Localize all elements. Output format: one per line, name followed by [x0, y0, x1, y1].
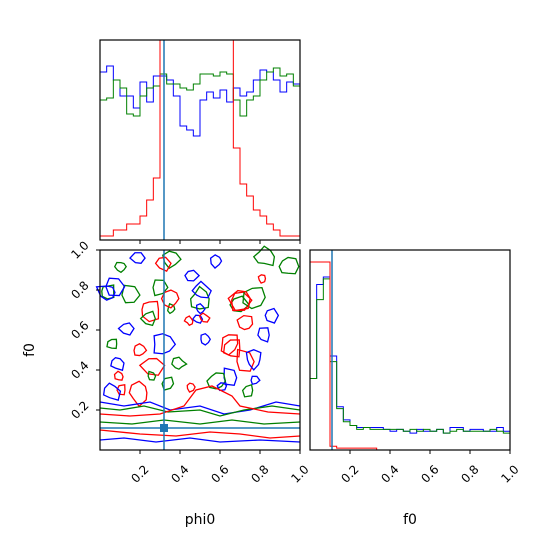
contour-shape-28	[162, 250, 182, 270]
contour-y-ticks: 0.2 0.4 0.6 0.8 1.0	[68, 238, 100, 422]
contour-shape-52	[242, 286, 266, 310]
contour-band-3	[99, 429, 301, 439]
contour-shape-22	[121, 284, 141, 304]
contour-shape-47	[160, 289, 180, 309]
contour-shape-39	[153, 333, 177, 355]
contour-shape-51	[195, 303, 206, 315]
phi0-f0-contour-panel: 0.2 0.4 0.6 0.8 1.0 0.2 0.4 0.6 0.8 1.0	[68, 238, 311, 485]
contour-xtick-label-0: 0.2	[128, 462, 151, 485]
f0-hist-series-0	[310, 276, 510, 434]
contour-band-0	[99, 401, 301, 415]
contour-xtick-label-1: 0.4	[168, 462, 191, 485]
f0-histogram-frame	[309, 249, 511, 451]
x-axis-label-phi0: phi0	[185, 512, 216, 528]
contour-shape-17	[220, 334, 239, 356]
contour-shape-36	[117, 322, 135, 336]
f0-hist-xtick-label-0: 0.2	[338, 462, 361, 485]
contour-shape-16	[189, 285, 210, 310]
contour-shape-10	[229, 295, 251, 313]
contour-shape-6	[257, 327, 270, 343]
contour-shape-25	[206, 372, 227, 390]
contour-shape-9	[264, 307, 280, 324]
contour-shape-48	[105, 277, 126, 297]
f0-hist-series-2	[310, 261, 510, 451]
phi0-hist-series-0	[100, 65, 300, 137]
contour-shape-19	[106, 338, 118, 350]
contour-shape-32	[154, 256, 172, 272]
contour-shape-12	[250, 375, 261, 385]
f0-histogram-series	[310, 261, 510, 451]
contour-shape-29	[198, 312, 211, 323]
contour-shape-4	[113, 261, 127, 274]
truth-point-marker	[160, 424, 168, 432]
contour-shape-31	[252, 245, 276, 267]
contour-ytick-label-1: 0.4	[68, 358, 91, 381]
contour-xtick-label-3: 0.8	[248, 462, 271, 485]
contour-shape-34	[161, 376, 175, 391]
contour-band-5	[99, 419, 301, 425]
contour-ytick-label-2: 0.6	[68, 318, 91, 341]
phi0-hist-series-2	[100, 39, 300, 237]
f0-histogram-panel: 0.2 0.4 0.6 0.8 1.0	[309, 249, 522, 486]
contour-ytick-label-3: 0.8	[68, 278, 91, 301]
phi0-hist-series-1	[100, 67, 300, 117]
phi0-histogram-series	[100, 39, 300, 237]
contour-shape-11	[257, 274, 267, 284]
contour-band-4	[99, 437, 301, 443]
x-axis-label-f0: f0	[403, 512, 417, 528]
phi0-histogram-panel	[99, 39, 301, 244]
f0-hist-xtick-label-2: 0.6	[418, 462, 441, 485]
contour-shape-46	[171, 356, 188, 370]
contour-shape-3	[129, 252, 146, 264]
contour-shape-37	[241, 383, 254, 398]
contour-shape-26	[236, 314, 254, 331]
contour-shape-50	[113, 370, 124, 381]
contour-series	[95, 245, 301, 443]
contour-shape-14	[116, 383, 126, 396]
contour-shape-8	[236, 348, 255, 372]
contour-ytick-label-0: 0.2	[68, 398, 91, 421]
contour-shape-15	[200, 332, 212, 346]
contour-shape-7	[278, 256, 300, 275]
contour-xtick-label-4: 1.0	[288, 462, 311, 485]
y-axis-label-f0: f0	[22, 343, 38, 357]
phi0-histogram-ticks	[139, 240, 301, 244]
contour-shape-38	[183, 315, 194, 327]
contour-shape-33	[110, 356, 125, 372]
contour-shape-45	[191, 280, 212, 299]
contour-shape-42	[95, 285, 116, 301]
contour-xtick-label-2: 0.6	[208, 462, 231, 485]
contour-shape-20	[133, 343, 148, 357]
contour-band-1	[99, 405, 301, 417]
f0-hist-xtick-label-3: 0.8	[458, 462, 481, 485]
contour-shape-24	[209, 254, 223, 269]
contour-ytick-label-4: 1.0	[68, 238, 91, 261]
contour-shape-30	[216, 382, 228, 392]
contour-shape-1	[152, 279, 169, 297]
f0-hist-xtick-label-1: 0.4	[378, 462, 401, 485]
f0-histogram-x-ticks: 0.2 0.4 0.6 0.8 1.0	[338, 450, 522, 486]
contour-shape-41	[138, 357, 166, 376]
f0-hist-xtick-label-4: 1.0	[498, 462, 521, 485]
contour-shape-27	[184, 269, 201, 282]
contour-band-2	[99, 385, 301, 417]
contour-shape-44	[230, 291, 253, 312]
contour-shape-54	[245, 349, 262, 371]
contour-shape-43	[139, 310, 156, 327]
contour-shape-49	[147, 370, 157, 381]
contour-shape-5	[186, 382, 196, 393]
contour-shape-21	[102, 382, 122, 401]
contour-frame	[99, 249, 301, 451]
contour-shape-53	[227, 289, 251, 312]
contour-shape-18	[223, 367, 238, 386]
contour-shape-35	[222, 339, 241, 358]
phi0-histogram-frame	[99, 39, 301, 241]
f0-hist-series-1	[310, 278, 510, 434]
contour-x-ticks: 0.2 0.4 0.6 0.8 1.0	[128, 450, 312, 486]
contour-shape-2	[128, 380, 148, 408]
